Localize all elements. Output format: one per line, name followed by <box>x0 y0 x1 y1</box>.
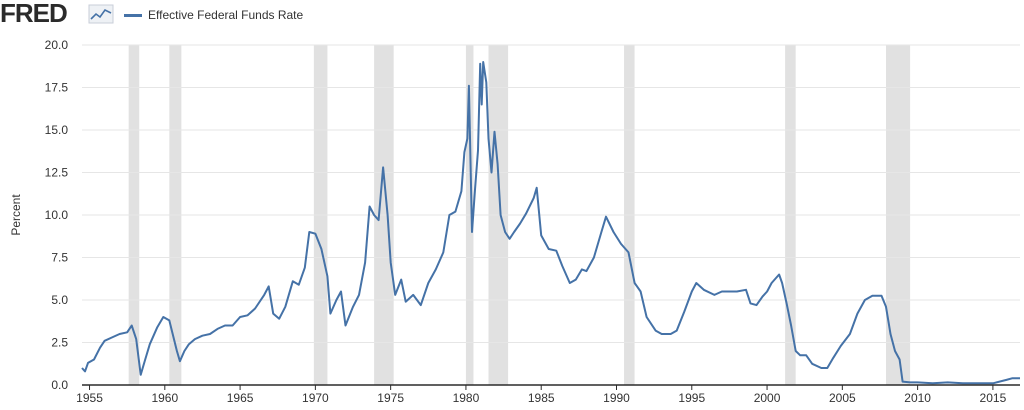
x-tick-label: 1970 <box>302 391 329 405</box>
x-tick-label: 1980 <box>453 391 480 405</box>
x-tick-label: 2000 <box>754 391 781 405</box>
x-tick-label: 1985 <box>528 391 555 405</box>
x-tick-label: 2005 <box>829 391 856 405</box>
grid-lines <box>82 44 1020 343</box>
y-tick-label: 5.0 <box>51 293 68 307</box>
legend-swatch <box>124 13 142 17</box>
fred-logo[interactable]: FRED <box>0 0 68 28</box>
y-tick-label: 15.0 <box>45 123 69 137</box>
x-tick-label: 1960 <box>151 391 178 405</box>
y-tick-label: 0.0 <box>51 378 68 392</box>
y-tick-labels: 0.0 2.5 5.0 7.5 10.0 12.5 15.0 17.5 20.0 <box>45 38 69 392</box>
x-tick-label: 1990 <box>603 391 630 405</box>
series-layer <box>81 61 1020 385</box>
chart-header: FRED Effective Federal Funds Rate <box>0 0 1024 30</box>
y-tick-label: 17.5 <box>45 81 69 95</box>
y-tick-label: 12.5 <box>45 166 69 180</box>
y-tick-label: 7.5 <box>51 251 68 265</box>
x-tick-label: 1975 <box>377 391 404 405</box>
x-tick-label: 1955 <box>76 391 103 405</box>
legend-label: Effective Federal Funds Rate <box>148 8 304 22</box>
x-tick-labels: 1955 1960 1965 1970 1975 1980 1985 1990 1995 2000… <box>76 385 1007 405</box>
y-tick-label: 10.0 <box>45 208 69 222</box>
chart-legend[interactable]: Effective Federal Funds Rate <box>124 6 303 24</box>
x-tick-label: 2015 <box>980 391 1007 405</box>
line-chart-icon <box>88 4 114 24</box>
x-tick-label: 2010 <box>904 391 931 405</box>
y-axis-title: Percent <box>9 194 23 236</box>
series-line-0[interactable] <box>81 61 1020 385</box>
x-tick-label: 1995 <box>678 391 705 405</box>
x-tick-label: 1965 <box>227 391 254 405</box>
y-tick-label: 20.0 <box>45 38 69 52</box>
y-tick-label: 2.5 <box>51 336 68 350</box>
